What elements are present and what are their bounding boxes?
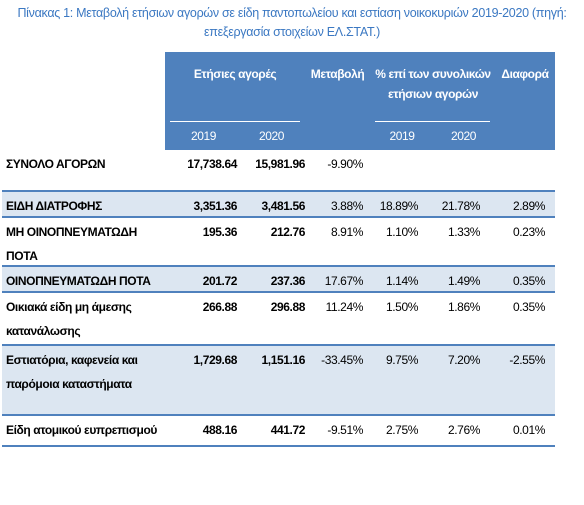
row-value: 1,729.68 xyxy=(193,353,237,367)
row-value: 1.86% xyxy=(447,300,480,314)
row-value: 9.75% xyxy=(385,353,418,367)
row-value: 18.89% xyxy=(379,199,419,213)
row-value: 1.10% xyxy=(385,225,418,239)
row-value: 201.72 xyxy=(202,274,238,288)
row-value: 11.24% xyxy=(325,300,364,314)
row-value: 15,981.96 xyxy=(255,157,305,171)
header-change: Μεταβολή xyxy=(310,67,365,81)
row-value: 195.36 xyxy=(202,225,238,239)
header-year: 2020 xyxy=(258,129,285,143)
header-year: 2019 xyxy=(190,129,217,143)
table-row xyxy=(2,150,555,192)
row-value: 0.35% xyxy=(512,300,545,314)
header-year: 2020 xyxy=(450,129,477,143)
row-value: 0.01% xyxy=(512,423,545,437)
table-header xyxy=(165,52,555,150)
row-value: 212.76 xyxy=(270,225,306,239)
header-share: % επί των συνολικών ετήσιων αγορών xyxy=(375,67,491,101)
row-value: 8.91% xyxy=(330,225,363,239)
row-value: 21.78% xyxy=(441,199,481,213)
row-value: -9.90% xyxy=(327,157,363,171)
group-underline xyxy=(375,121,490,122)
row-value: -9.51% xyxy=(327,423,363,437)
table-title: Πίνακας 1: Μεταβολή ετήσιων αγορών σε εί… xyxy=(17,6,567,39)
row-value: 0.35% xyxy=(512,274,545,288)
row-value: 2.75% xyxy=(385,423,418,437)
table-row xyxy=(2,267,555,293)
row-value: 17.67% xyxy=(324,274,364,288)
row-value: 1.49% xyxy=(447,274,480,288)
header-year: 2019 xyxy=(389,129,415,143)
row-label: ΕΙΔΗ ΔΙΑΤΡΟΦΗΣ xyxy=(6,199,102,213)
table-row xyxy=(2,293,555,346)
row-value: 3.88% xyxy=(330,199,363,213)
group-underline xyxy=(170,121,300,122)
row-value: 2.89% xyxy=(512,199,545,213)
row-value: -2.55% xyxy=(509,353,545,367)
row-value: 1.14% xyxy=(385,274,418,288)
row-value: 266.88 xyxy=(202,300,238,314)
header-difference: Διαφορά xyxy=(501,67,549,81)
row-label: Είδη ατομικού ευπρεπισμού xyxy=(6,423,157,437)
table-row xyxy=(2,346,555,416)
row-label: ΜΗ ΟΙΝΟΠΝΕΥΜΑΤΩΔΗ ΠΟΤΑ xyxy=(6,225,137,263)
table-row xyxy=(2,192,555,218)
row-value: 1.50% xyxy=(385,300,418,314)
row-value: 0.23% xyxy=(512,225,545,239)
table-row xyxy=(2,218,555,267)
row-label: ΣΥΝΟΛΟ ΑΓΟΡΩΝ xyxy=(6,157,106,171)
row-value: 2.76% xyxy=(447,423,480,437)
row-value: 1.33% xyxy=(447,225,480,239)
row-value: 296.88 xyxy=(270,300,306,314)
row-value: 3,481.56 xyxy=(261,199,305,213)
row-label: Οικιακά είδη μη άμεσης κατανάλωσης xyxy=(6,300,132,338)
table-row xyxy=(2,416,555,447)
row-value: 488.16 xyxy=(202,423,238,437)
row-value: -33.45% xyxy=(321,353,363,367)
row-value: 7.20% xyxy=(447,353,480,367)
row-value: 17,738.64 xyxy=(187,157,237,171)
row-value: 441.72 xyxy=(270,423,306,437)
header-purchases: Ετήσιες αγορές xyxy=(193,67,277,81)
row-label: ΟΙΝΟΠΝΕΥΜΑΤΩΔΗ ΠΟΤΑ xyxy=(6,274,151,288)
row-value: 237.36 xyxy=(270,274,306,288)
row-label: Εστιατόρια, καφενεία και παρόμοια καταστ… xyxy=(6,353,138,391)
row-value: 1,151.16 xyxy=(261,353,305,367)
row-value: 3,351.36 xyxy=(193,199,237,213)
